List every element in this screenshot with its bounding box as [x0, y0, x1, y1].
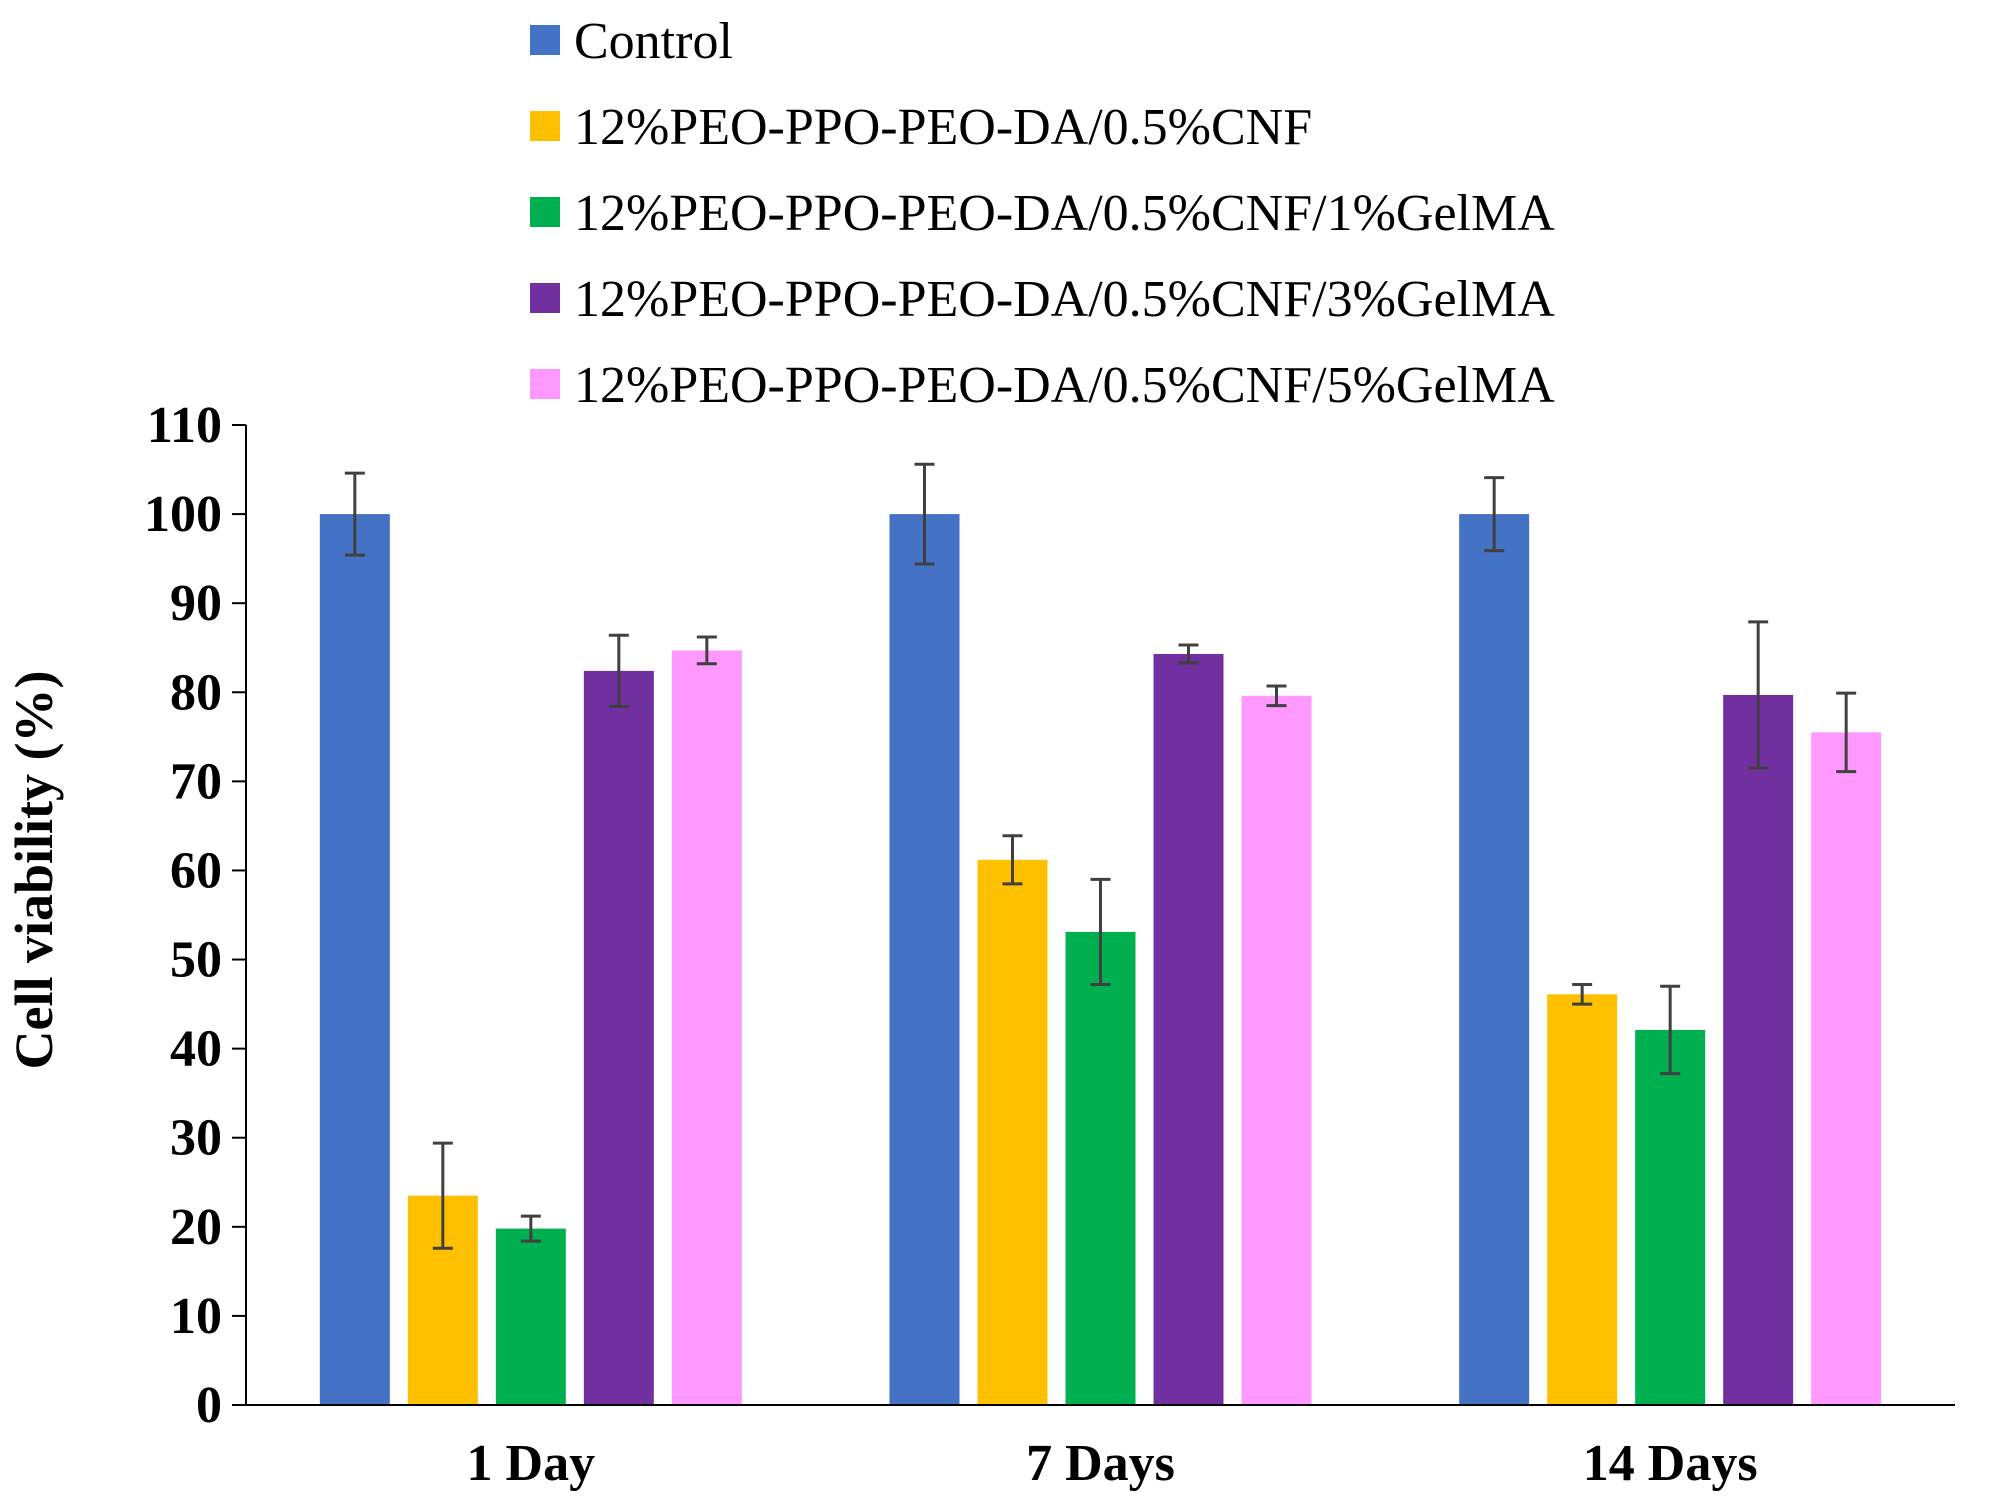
- y-tick-label: 110: [147, 397, 222, 454]
- legend-swatch: [530, 369, 560, 399]
- legend-swatch: [530, 283, 560, 313]
- bar: [1723, 694, 1794, 1405]
- legend-swatch: [530, 197, 560, 227]
- y-tick-label: 0: [196, 1377, 222, 1434]
- y-tick-label: 40: [170, 1021, 222, 1078]
- y-axis-ticks: 0 10 20 30 40 50 60 70 80 90 100 110: [144, 397, 246, 1434]
- x-axis-ticks: 1 Day 7 Days 14 Days: [467, 1435, 1758, 1492]
- legend-swatch: [530, 25, 560, 55]
- y-tick-label: 10: [170, 1288, 222, 1345]
- bar: [1459, 514, 1530, 1405]
- bars: [319, 514, 1882, 1405]
- bar: [583, 670, 654, 1405]
- legend-label: 12%PEO-PPO-PEO-DA/0.5%CNF: [574, 99, 1312, 156]
- y-tick-label: 30: [170, 1110, 222, 1167]
- legend-label: Control: [574, 13, 733, 70]
- bar: [1241, 695, 1312, 1405]
- legend-swatch: [530, 111, 560, 141]
- bar: [1065, 931, 1136, 1405]
- bar: [977, 859, 1048, 1405]
- bar: [671, 650, 742, 1405]
- error-bars: [344, 462, 1857, 1250]
- y-tick-label: 70: [170, 753, 222, 810]
- legend-label: 12%PEO-PPO-PEO-DA/0.5%CNF/3%GelMA: [574, 271, 1555, 328]
- bar: [1811, 732, 1882, 1405]
- bar: [495, 1228, 566, 1405]
- bar: [1547, 994, 1618, 1405]
- y-tick-label: 50: [170, 932, 222, 989]
- y-tick-label: 90: [170, 575, 222, 632]
- x-tick-label: 7 Days: [1026, 1435, 1175, 1492]
- bar: [1635, 1029, 1706, 1405]
- bar: [889, 514, 960, 1405]
- y-tick-label: 60: [170, 842, 222, 899]
- y-tick-label: 20: [170, 1199, 222, 1256]
- legend-label: 12%PEO-PPO-PEO-DA/0.5%CNF/5%GelMA: [574, 357, 1555, 414]
- x-tick-label: 14 Days: [1583, 1435, 1758, 1492]
- y-tick-label: 80: [170, 664, 222, 721]
- y-tick-label: 100: [144, 486, 222, 543]
- y-axis-title: Cell viability (%): [4, 671, 64, 1070]
- legend: Control 12%PEO-PPO-PEO-DA/0.5%CNF 12%PEO-P…: [530, 13, 1555, 414]
- legend-label: 12%PEO-PPO-PEO-DA/0.5%CNF/1%GelMA: [574, 185, 1555, 242]
- bar: [1153, 653, 1224, 1405]
- x-tick-label: 1 Day: [467, 1435, 596, 1492]
- bar: [319, 514, 390, 1405]
- axes: [245, 425, 1955, 1406]
